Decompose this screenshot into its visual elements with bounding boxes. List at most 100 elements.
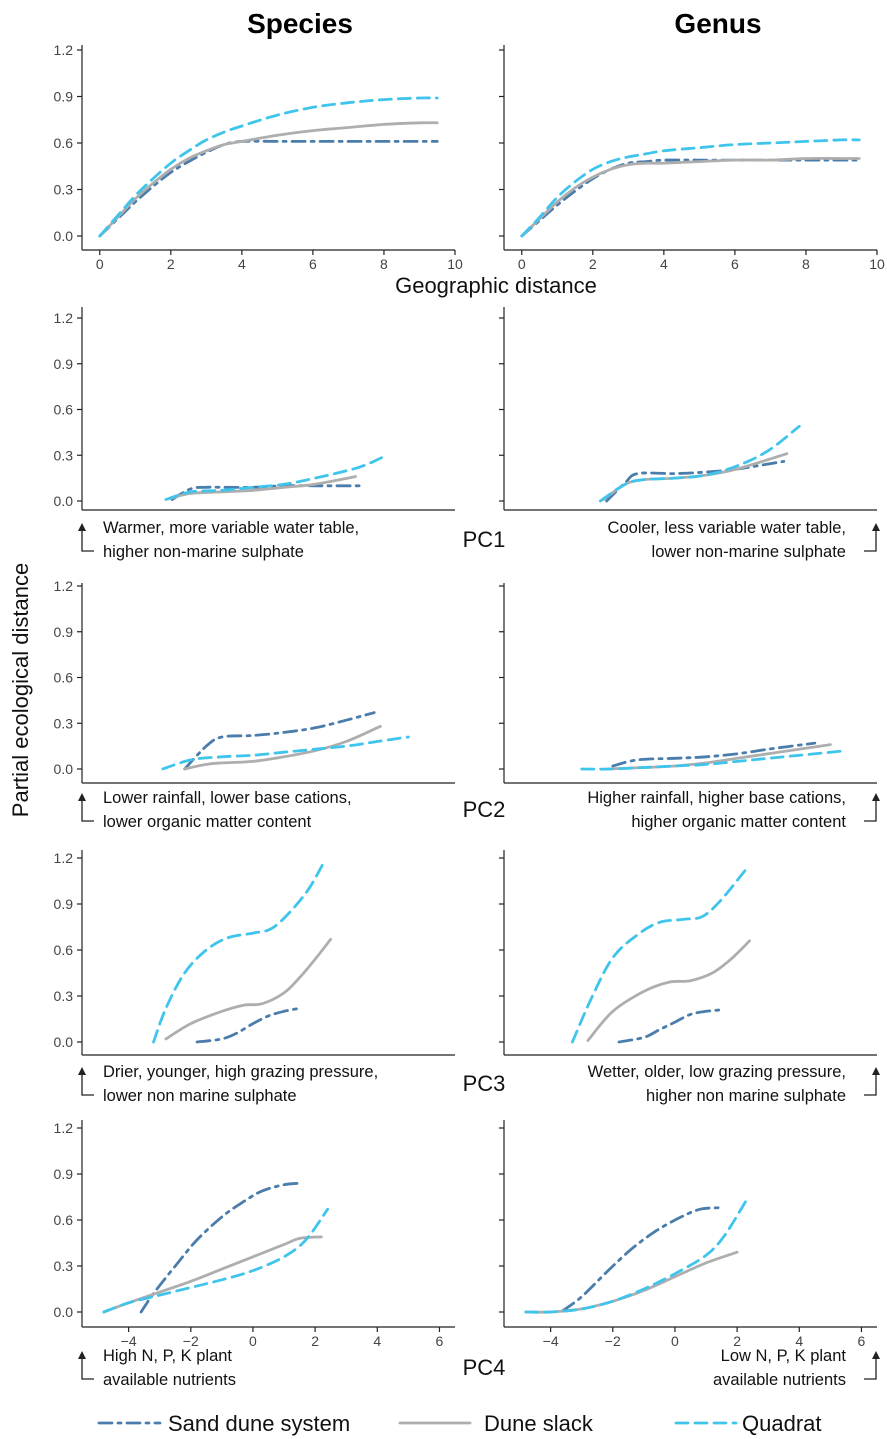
panel-pc4-genus: −4 −2 0 2 4 6 [499, 1120, 877, 1349]
pc-axis-label: PC1 [463, 527, 506, 552]
y-tick-label: 0.0 [54, 761, 74, 777]
x-tick-label: 6 [731, 256, 739, 272]
x-tick-label: 0 [671, 1333, 679, 1349]
pc-row-2: Lower rainfall, lower base cations, lower… [78, 789, 880, 831]
series-line-dune-slack [524, 1250, 739, 1314]
x-tick-label: 4 [795, 1333, 803, 1349]
y-axis-label: Partial ecological distance [8, 563, 33, 817]
pc-left-text: Lower rainfall, lower base cations, [103, 789, 352, 807]
y-tick-label: 0.3 [54, 988, 74, 1004]
y-tick-label: 0.6 [54, 670, 74, 686]
series-line-quadrat [599, 424, 801, 503]
column-title-genus: Genus [674, 8, 761, 39]
panel-geo-genus: 0 2 4 6 8 10 [499, 45, 885, 272]
right-arrow-icon [872, 523, 880, 531]
series-line-quadrat [571, 867, 748, 1044]
panel-pc3-genus [499, 850, 877, 1056]
panel-pc2-genus [499, 583, 877, 784]
geographic-distance-label: Geographic distance [395, 273, 597, 298]
pc-left-text: available nutrients [103, 1371, 236, 1389]
series-line-quadrat [102, 1207, 329, 1314]
legend-label-quadrat: Quadrat [742, 1411, 822, 1436]
series-line-sand-dune-system [611, 741, 817, 768]
series-line-quadrat [580, 749, 848, 771]
x-tick-label: 10 [869, 256, 885, 272]
legend: Sand dune system Dune slack Quadrat [97, 1411, 822, 1436]
pc-left-text: higher non-marine sulphate [103, 543, 304, 561]
series-line-quadrat [98, 96, 439, 238]
x-tick-label: 2 [589, 256, 597, 272]
x-tick-label: 8 [802, 256, 810, 272]
series-line-quadrat [520, 138, 861, 238]
x-tick-label: 6 [309, 256, 317, 272]
series-line-dune-slack [170, 475, 357, 500]
y-tick-label: 0.0 [54, 493, 74, 509]
left-bracket [81, 525, 94, 552]
right-bracket [864, 1069, 877, 1096]
x-tick-label: 0 [518, 256, 526, 272]
pc-left-text: lower organic matter content [103, 813, 312, 831]
pc-annotations: Warmer, more variable water table, higher… [78, 519, 880, 1389]
pc-right-text: Low N, P, K plant [721, 1347, 847, 1365]
series-line-sand-dune-system [617, 1008, 723, 1044]
left-arrow-icon [78, 523, 86, 531]
column-title-species: Species [247, 8, 353, 39]
y-tick-label: 0.3 [54, 182, 74, 198]
series-line-quadrat [161, 735, 410, 771]
panel-pc1-species: 0.0 0.3 0.6 0.9 1.2 [54, 307, 455, 511]
y-tick-label: 0.9 [54, 89, 74, 105]
y-tick-label: 0.6 [54, 135, 74, 151]
y-tick-label: 0.0 [54, 1034, 74, 1050]
y-tick-label: 1.2 [54, 42, 74, 58]
pc-left-text: Warmer, more variable water table, [103, 519, 359, 537]
panel-pc4-species: 0.0 0.3 0.6 0.9 1.2 −4 −2 0 2 4 6 [54, 1120, 455, 1349]
y-tick-label: 1.2 [54, 310, 74, 326]
pc-right-text: higher organic matter content [631, 813, 846, 831]
pc-right-text: lower non-marine sulphate [652, 543, 846, 561]
pc-axis-label: PC3 [463, 1071, 506, 1096]
left-bracket [81, 1353, 94, 1380]
y-tick-label: 0.9 [54, 1166, 74, 1182]
pc-right-text: Higher rainfall, higher base cations, [587, 789, 846, 807]
series-line-quadrat [164, 455, 385, 501]
x-tick-label: 6 [436, 1333, 444, 1349]
y-tick-label: 0.9 [54, 624, 74, 640]
series-line-sand-dune-system [139, 1181, 301, 1314]
y-tick-label: 0.3 [54, 715, 74, 731]
series-line-dune-slack [164, 937, 333, 1041]
right-bracket [864, 1353, 877, 1380]
x-tick-label: 0 [249, 1333, 257, 1349]
left-arrow-icon [78, 1067, 86, 1075]
panel-pc1-genus [499, 307, 877, 511]
x-tick-label: 10 [447, 256, 463, 272]
pc-right-text: available nutrients [713, 1371, 846, 1389]
legend-label-dune-slack: Dune slack [484, 1411, 594, 1436]
x-tick-label: 8 [380, 256, 388, 272]
series-line-dune-slack [102, 1235, 323, 1314]
series-line-quadrat [524, 1198, 748, 1314]
y-tick-label: 0.3 [54, 1258, 74, 1274]
pc-left-text: lower non marine sulphate [103, 1087, 297, 1105]
x-tick-label: −2 [605, 1333, 621, 1349]
pc-axis-label: PC4 [463, 1355, 506, 1380]
x-tick-label: 4 [660, 256, 668, 272]
y-tick-label: 0.6 [54, 1212, 74, 1228]
x-tick-label: 2 [733, 1333, 741, 1349]
series-line-sand-dune-system [520, 158, 861, 238]
pc-right-text: higher non marine sulphate [646, 1087, 846, 1105]
x-tick-label: 6 [858, 1333, 866, 1349]
series-line-dune-slack [586, 939, 751, 1042]
right-arrow-icon [872, 793, 880, 801]
pc-right-text: Wetter, older, low grazing pressure, [588, 1063, 846, 1081]
y-tick-label: 0.9 [54, 896, 74, 912]
legend-label-sand-dune-system: Sand dune system [168, 1411, 350, 1436]
panel-pc3-species: 0.0 0.3 0.6 0.9 1.2 [54, 850, 455, 1056]
pc-row-3: Drier, younger, high grazing pressure, lo… [78, 1063, 880, 1105]
series-line-dune-slack [520, 156, 861, 238]
y-tick-label: 0.3 [54, 447, 74, 463]
series-line-quadrat [152, 859, 326, 1044]
y-tick-label: 1.2 [54, 578, 74, 594]
y-tick-label: 1.2 [54, 850, 74, 866]
pc-row-1: Warmer, more variable water table, higher… [78, 519, 880, 561]
left-arrow-icon [78, 1351, 86, 1359]
